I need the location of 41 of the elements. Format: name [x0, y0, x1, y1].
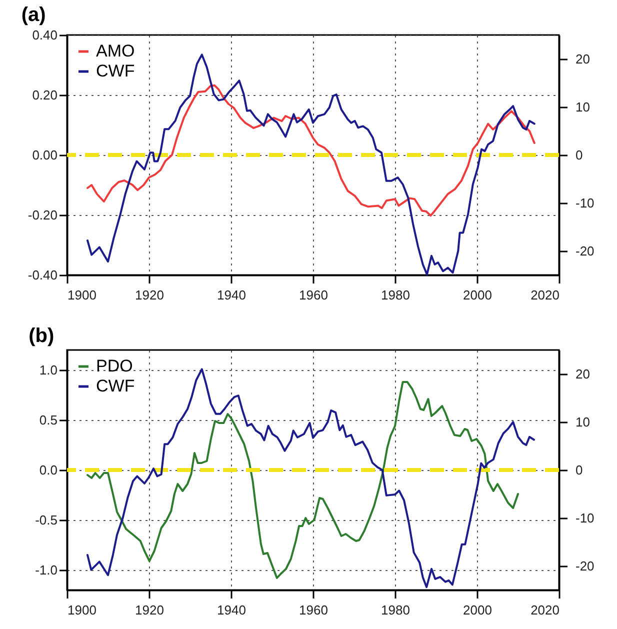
- y-tick-label: 0.00: [32, 148, 58, 162]
- x-tick-label: 1920: [135, 602, 164, 618]
- y-tick-label: -0.40: [28, 268, 58, 282]
- legend-label: CWF: [96, 376, 135, 396]
- y2-tick-label: -10: [576, 196, 594, 210]
- y2-tick-label: 20: [576, 52, 590, 66]
- legend-label: PDO: [96, 356, 133, 376]
- x-tick-label: 2000: [463, 288, 492, 302]
- y-tick-label: 1.0: [39, 362, 58, 378]
- x-tick-label: 1900: [68, 288, 96, 302]
- legend-label: AMO: [96, 42, 135, 60]
- y2-tick-label: -20: [576, 558, 594, 574]
- x-tick-label: 2020: [530, 288, 560, 302]
- x-tick-label: 1960: [299, 288, 328, 302]
- y-tick-label: 0.20: [32, 88, 58, 102]
- line-series: [86, 84, 536, 217]
- x-tick-label: 1960: [299, 602, 328, 618]
- y2-tick-label: 0: [576, 462, 583, 478]
- x-tick-label: 1980: [381, 602, 410, 618]
- y-tick-label: 0.0: [39, 462, 58, 478]
- y2-tick-label: -20: [576, 244, 594, 258]
- y-tick-label: 0.40: [32, 28, 58, 42]
- y2-tick-label: 10: [576, 100, 590, 114]
- chart-title: (a): [21, 4, 46, 26]
- y-tick-label: -0.5: [35, 512, 58, 528]
- y-tick-label: -0.20: [28, 208, 58, 222]
- y-tick-label: 0.5: [39, 412, 58, 428]
- y2-tick-label: -10: [576, 510, 594, 526]
- x-tick-label: 1940: [217, 602, 246, 618]
- x-tick-label: 1940: [217, 288, 246, 302]
- x-tick-label: 2020: [530, 602, 560, 618]
- y2-tick-label: 20: [576, 366, 590, 382]
- x-tick-label: 2000: [463, 602, 492, 618]
- y2-tick-label: 0: [576, 148, 583, 162]
- y-tick-label: -1.0: [35, 562, 58, 578]
- chart-title: (b): [28, 325, 54, 347]
- x-tick-label: 1920: [135, 288, 164, 302]
- legend-label: CWF: [96, 62, 135, 80]
- x-tick-label: 1900: [68, 602, 96, 618]
- y2-tick-label: 10: [576, 414, 590, 430]
- x-tick-label: 1980: [381, 288, 410, 302]
